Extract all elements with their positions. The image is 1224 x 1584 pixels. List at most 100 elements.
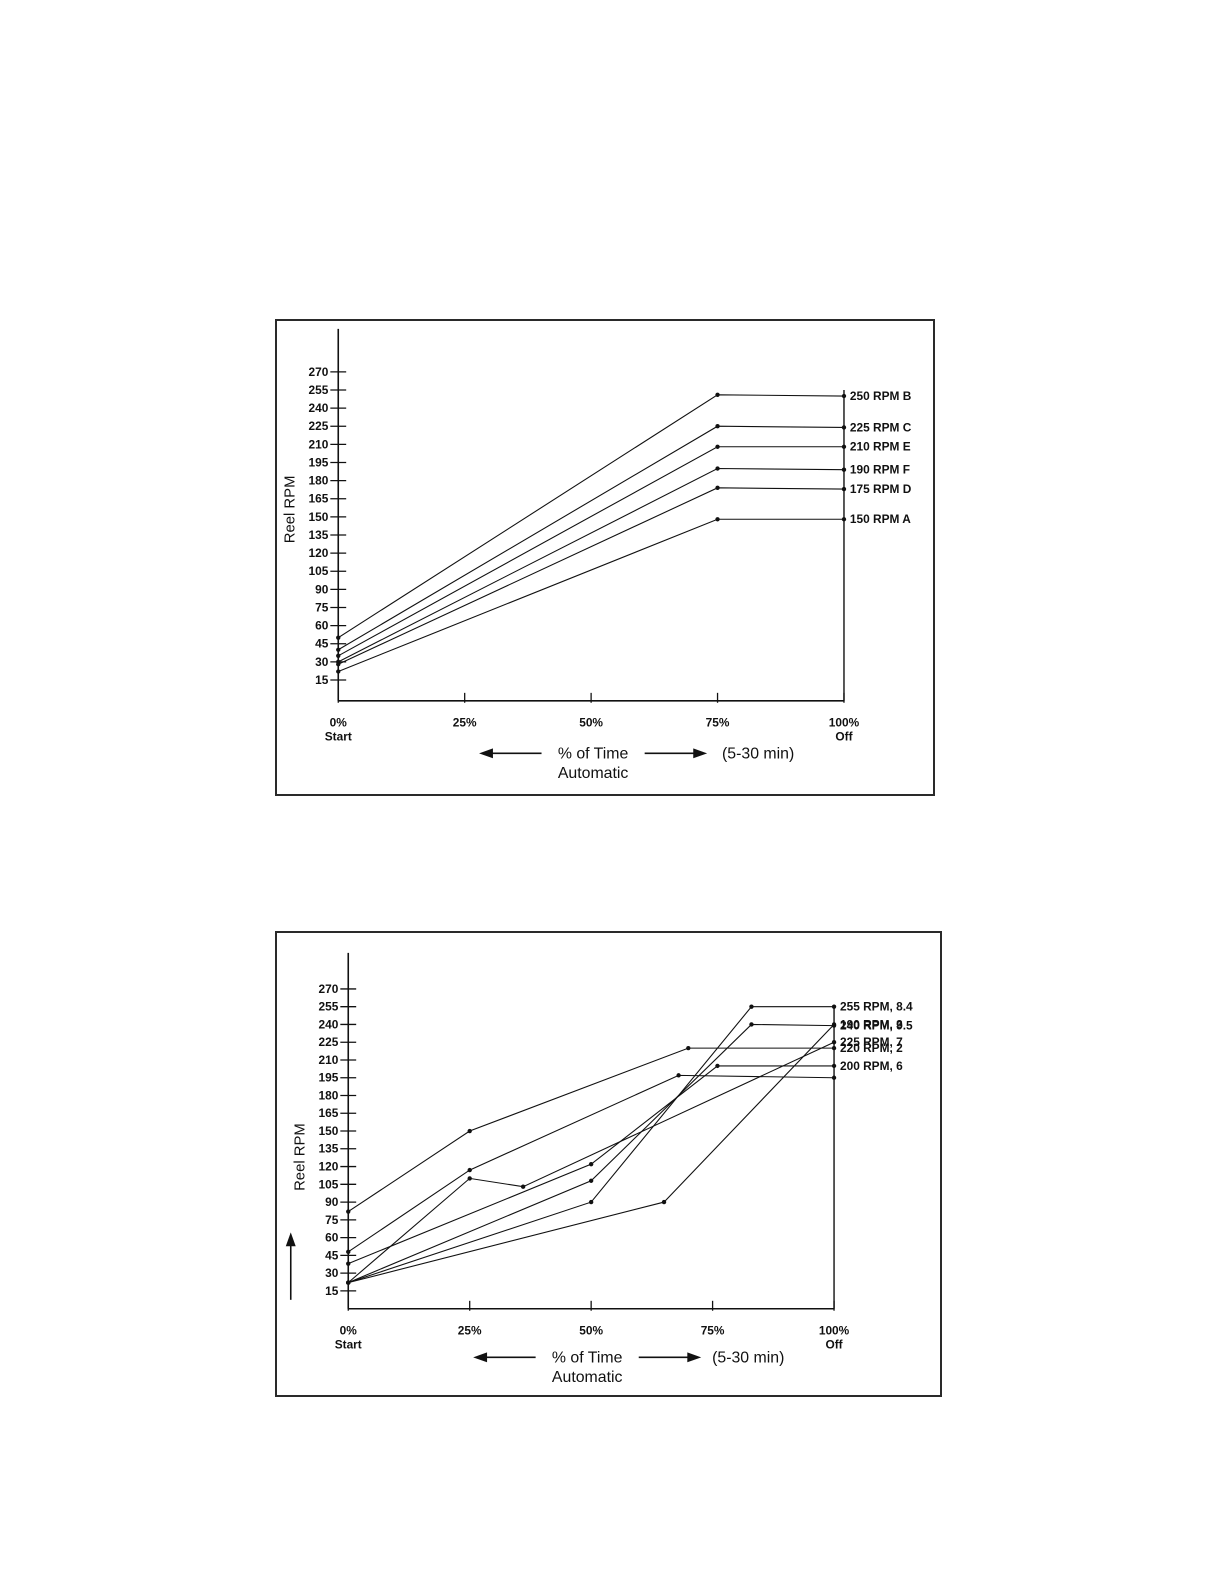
data-point: [676, 1073, 681, 1078]
data-point: [346, 1209, 351, 1214]
y-tick-label: 270: [319, 982, 339, 996]
data-point: [715, 1063, 720, 1069]
series-label: 175 RPM D: [850, 482, 912, 496]
data-point: [346, 1261, 351, 1266]
data-point: [346, 1280, 351, 1285]
data-point: [841, 444, 847, 449]
time-range-label: (5-30 min): [712, 1349, 784, 1366]
y-tick-label: 165: [319, 1106, 339, 1120]
y-tick-label: 15: [325, 1284, 339, 1298]
y-tick-label: 60: [325, 1231, 339, 1245]
y-tick-label: 135: [309, 528, 329, 542]
y-tick-label: 195: [319, 1071, 339, 1085]
data-point: [841, 425, 847, 430]
data-point: [336, 653, 341, 658]
x-tick-sublabel: Off: [825, 1337, 842, 1351]
left-arrow-head: [479, 748, 493, 759]
y-tick-label: 225: [309, 419, 329, 433]
series-label: 220 RPM, 2: [840, 1041, 903, 1055]
y-tick-label: 210: [309, 437, 329, 451]
y-tick-label: 255: [319, 1000, 339, 1014]
data-point: [467, 1167, 472, 1173]
data-point: [749, 1004, 754, 1009]
y-tick-label: 150: [319, 1124, 339, 1138]
x-tick-label: 100%: [819, 1324, 850, 1338]
series-label: 255 RPM, 8.4: [840, 1000, 913, 1014]
data-point: [841, 517, 847, 522]
y-tick-label: 60: [315, 619, 329, 633]
series-line: [348, 1023, 835, 1284]
x-axis-sublabel: Automatic: [552, 1369, 623, 1386]
data-point: [841, 486, 847, 492]
y-tick-label: 105: [319, 1177, 339, 1191]
data-point: [831, 1004, 837, 1009]
y-axis-label: Reel RPM: [293, 1123, 309, 1191]
series-label: 225 RPM C: [850, 420, 912, 434]
data-point: [661, 1199, 667, 1205]
data-point: [715, 466, 720, 471]
data-point: [831, 1063, 837, 1069]
x-tick-label: 25%: [458, 1324, 482, 1338]
x-tick-sublabel: Start: [325, 729, 352, 743]
x-tick-label: 25%: [453, 716, 477, 730]
data-point: [686, 1045, 691, 1051]
y-tick-label: 150: [309, 510, 329, 524]
data-point: [336, 669, 341, 674]
y-tick-label: 240: [319, 1017, 339, 1031]
data-point: [467, 1176, 472, 1181]
series-label: 240 RPM, 9.5: [840, 1019, 913, 1033]
data-point: [831, 1075, 837, 1080]
y-tick-label: 135: [319, 1142, 339, 1156]
y-tick-label: 240: [309, 401, 329, 415]
y-tick-label: 75: [325, 1213, 339, 1227]
series-line: [347, 1074, 835, 1253]
x-tick-label: 100%: [829, 716, 860, 730]
y-tick-label: 30: [325, 1266, 339, 1280]
series-label: 200 RPM, 6: [840, 1059, 903, 1073]
y-tick-label: 30: [315, 655, 329, 669]
series-label: 190 RPM, 3: [840, 1017, 903, 1031]
series-line: [338, 518, 844, 673]
right-arrow-head: [687, 1352, 702, 1363]
data-point: [588, 1178, 594, 1183]
x-axis-label: % of Time: [558, 745, 629, 762]
series-label: 250 RPM B: [850, 389, 912, 403]
y-tick-label: 180: [309, 474, 329, 488]
series-line: [347, 1047, 835, 1213]
y-axis-arrow-head: [285, 1232, 296, 1247]
y-tick-label: 120: [319, 1160, 339, 1174]
data-point: [831, 1022, 837, 1027]
data-point: [715, 424, 720, 429]
x-tick-label: 0%: [330, 716, 348, 730]
data-point: [336, 635, 341, 640]
data-point: [841, 467, 847, 472]
series-line: [337, 425, 844, 651]
y-tick-label: 195: [309, 455, 329, 469]
data-point: [831, 1045, 837, 1051]
x-tick-sublabel: Off: [835, 729, 852, 743]
data-point: [715, 485, 720, 491]
data-point: [715, 392, 720, 397]
y-tick-label: 45: [325, 1248, 339, 1262]
x-axis-label: % of Time: [552, 1349, 623, 1366]
y-tick-label: 75: [315, 600, 329, 614]
x-tick-label: 50%: [579, 1324, 603, 1338]
y-tick-label: 255: [309, 383, 329, 397]
y-tick-label: 165: [309, 492, 329, 506]
data-point: [520, 1184, 526, 1189]
data-point: [336, 662, 341, 667]
data-point: [346, 1249, 351, 1255]
left-arrow-head: [473, 1352, 488, 1363]
y-tick-label: 210: [319, 1053, 339, 1067]
y-tick-label: 225: [319, 1035, 339, 1049]
x-tick-label: 75%: [706, 716, 730, 730]
y-tick-label: 90: [325, 1195, 339, 1209]
chart-panel-2: 15 30 45 60 75 90 105 120 135 150 165 180 195 210 225 2…: [275, 931, 942, 1397]
y-tick-label: 15: [315, 673, 329, 687]
data-point: [841, 393, 847, 399]
series-line: [348, 1065, 835, 1265]
x-tick-sublabel: Start: [335, 1337, 362, 1351]
y-tick-label: 45: [315, 637, 329, 651]
x-axis-sublabel: Automatic: [558, 765, 629, 782]
line-chart-2: 15 30 45 60 75 90 105 120 135 150 165 180 195 210 225 2…: [285, 952, 913, 1386]
